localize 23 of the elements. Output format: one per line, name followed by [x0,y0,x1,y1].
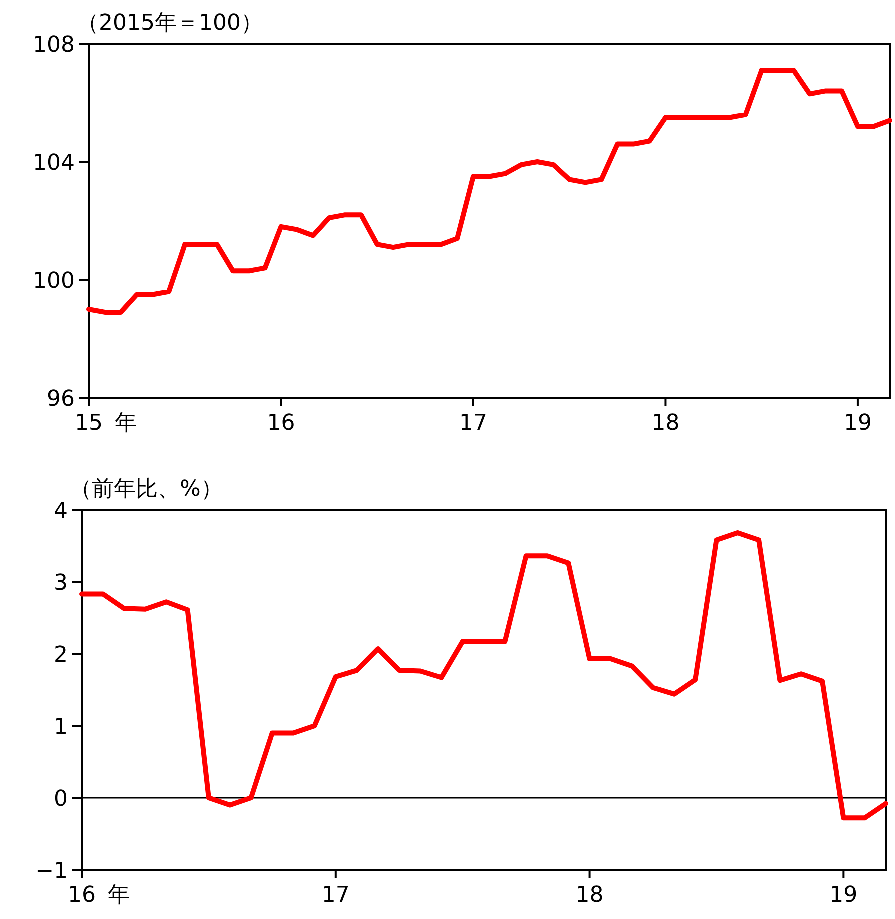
x-tick-label: 16 [68,883,96,908]
x-tick-label: 18 [652,411,680,436]
y-tick-label: 108 [33,33,75,58]
x-tick-label: 17 [459,411,488,436]
x-tick-label: 19 [830,883,858,908]
y-tick-label: 1 [54,715,68,740]
y-axis-title: （2015年＝100） [77,11,263,36]
text: 年 [115,411,137,436]
y-tick-label: 2 [54,643,68,668]
x-tick-label: 19 [844,411,872,436]
x-tick-label: 18 [576,883,604,908]
y-tick-label: 100 [33,269,75,294]
x-tick-label: 17 [322,883,350,908]
y-tick-label: 0 [54,787,68,812]
y-tick-label: 96 [47,387,75,412]
x-tick-label: 16 [267,411,296,436]
y-tick-label: 3 [54,571,68,596]
y-tick-label: 4 [54,499,68,524]
y-tick-label: −1 [36,859,68,884]
text: 年 [108,883,130,908]
y-axis-title: （前年比、%） [70,477,223,502]
y-tick-label: 104 [33,151,75,176]
x-tick-label: 15 [75,411,103,436]
